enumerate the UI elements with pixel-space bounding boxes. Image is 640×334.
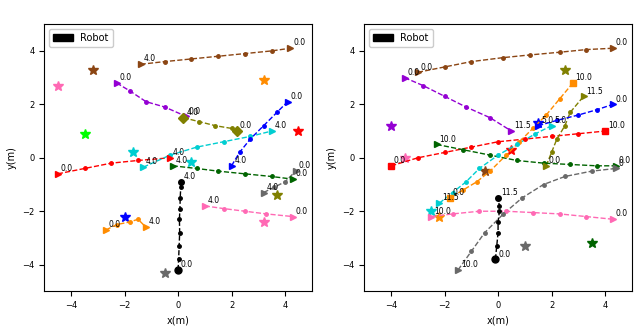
Text: 0.0: 0.0	[549, 156, 561, 165]
Text: 5.0: 5.0	[554, 116, 566, 125]
Text: 0.0: 0.0	[616, 95, 628, 104]
Text: 0.0: 0.0	[61, 164, 73, 173]
Text: 0.0: 0.0	[618, 156, 630, 165]
Legend: Robot: Robot	[369, 29, 433, 47]
Text: 11.5: 11.5	[442, 193, 459, 202]
Text: 10.0: 10.0	[434, 207, 451, 216]
X-axis label: x(m): x(m)	[486, 316, 509, 326]
Text: 0.0: 0.0	[293, 38, 305, 47]
Text: 5.0: 5.0	[541, 116, 553, 125]
Text: 0.0: 0.0	[452, 188, 465, 197]
Text: 11.5: 11.5	[514, 121, 531, 130]
Text: 0.0: 0.0	[394, 156, 406, 165]
Text: 4.0: 4.0	[143, 54, 156, 63]
Text: 0.0: 0.0	[616, 38, 628, 47]
Text: 0.0: 0.0	[420, 62, 433, 71]
Text: 4.0: 4.0	[146, 157, 158, 166]
Text: 4.0: 4.0	[184, 172, 196, 181]
Y-axis label: y(m): y(m)	[327, 146, 337, 169]
Text: 0.0: 0.0	[616, 209, 628, 218]
Text: 0.0: 0.0	[239, 121, 252, 130]
Y-axis label: y(m): y(m)	[7, 146, 17, 169]
Text: 0: 0	[618, 159, 623, 168]
Text: 0.0: 0.0	[109, 220, 121, 229]
Text: 0.0: 0.0	[407, 68, 419, 77]
Text: 4.0: 4.0	[148, 217, 161, 226]
Text: 10.0: 10.0	[608, 121, 625, 130]
Text: 4.0: 4.0	[186, 108, 198, 117]
Text: 0.0: 0.0	[291, 92, 303, 101]
Text: 4.0: 4.0	[234, 156, 246, 165]
Text: 11.5: 11.5	[586, 87, 603, 96]
Text: 0.0: 0.0	[120, 73, 132, 82]
Legend: Robot: Robot	[49, 29, 113, 47]
Text: 0.0: 0.0	[498, 249, 510, 259]
Text: 4.0: 4.0	[173, 148, 185, 157]
Text: 0.0: 0.0	[189, 107, 201, 116]
Text: 10.0: 10.0	[461, 260, 477, 269]
Text: 0.0: 0.0	[296, 169, 308, 178]
Text: 4.0: 4.0	[175, 156, 188, 165]
Text: 11.5: 11.5	[501, 188, 518, 197]
Text: 0.0: 0.0	[296, 207, 308, 216]
X-axis label: x(m): x(m)	[166, 316, 189, 326]
Text: 4.0: 4.0	[275, 121, 287, 130]
Text: 4.0: 4.0	[266, 183, 278, 192]
Text: 0.0: 0.0	[298, 161, 310, 170]
Text: 10.0: 10.0	[575, 73, 593, 82]
Text: 10.0: 10.0	[440, 135, 456, 144]
Text: 4.0: 4.0	[207, 196, 220, 205]
Text: 0.0: 0.0	[181, 260, 193, 269]
